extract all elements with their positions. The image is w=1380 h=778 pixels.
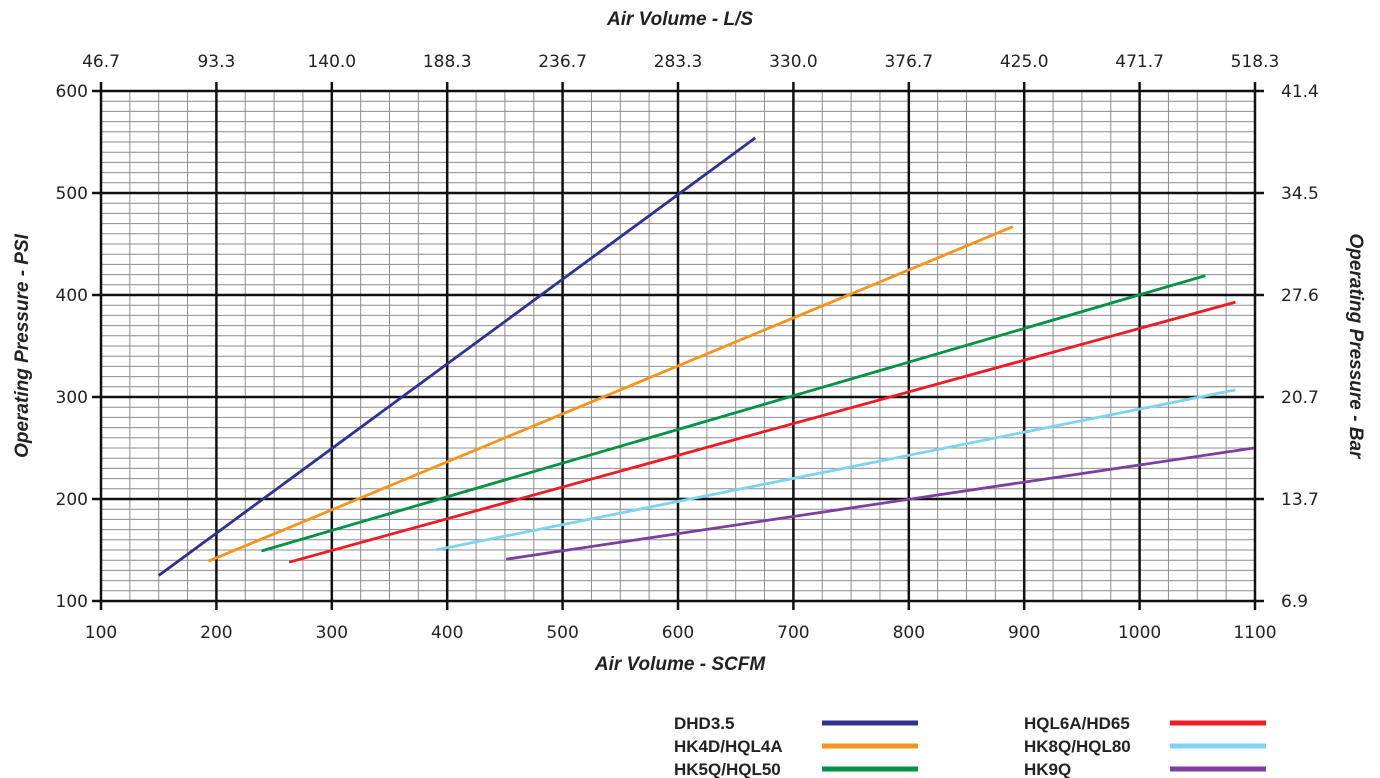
series-line-hk9q: [505, 446, 1255, 561]
x2-tick-label: 518.3: [1231, 52, 1280, 72]
legend: DHD3.5 HK4D/HQL4A HK5Q/HQL50 HQL6A/HD65 HK8Q…: [674, 714, 1266, 778]
x2-tick-label: 46.7: [82, 52, 120, 72]
x-tick-label: 300: [316, 623, 348, 643]
series-line-hk8q-hql80: [435, 388, 1236, 552]
legend-label-hql6a-hd65: HQL6A/HD65: [1024, 714, 1130, 733]
y-tick-label: 100: [56, 592, 88, 612]
x2-tick-label: 330.0: [769, 52, 818, 72]
y-axis-title: Operating Pressure - PSI: [12, 233, 33, 458]
y2-tick-label: 34.5: [1281, 184, 1319, 204]
y-tick-label: 300: [56, 388, 88, 408]
y-tick-label: 400: [56, 286, 88, 306]
legend-label-dhd3-5: DHD3.5: [674, 714, 734, 733]
x2-tick-label: 188.3: [423, 52, 472, 72]
tick-labels: 100 200 300 400 500 600 700 800 900 1000 1100 46.7 9…: [56, 52, 1319, 643]
x2-tick-label: 425.0: [1000, 52, 1049, 72]
x-tick-label: 200: [200, 623, 232, 643]
y2-tick-label: 41.4: [1281, 82, 1319, 102]
y-tick-label: 200: [56, 490, 88, 510]
legend-label-hk4d-hql4a: HK4D/HQL4A: [674, 737, 783, 756]
y2-tick-label: 27.6: [1281, 286, 1319, 306]
x-axis-title: Air Volume - SCFM: [594, 654, 766, 675]
x2-tick-label: 93.3: [197, 52, 235, 72]
x-tick-label: 500: [546, 623, 578, 643]
y2-tick-label: 20.7: [1281, 388, 1319, 408]
x-tick-label: 400: [431, 623, 463, 643]
series-line-hk5q-hql50: [261, 274, 1206, 553]
y-tick-label: 600: [56, 82, 88, 102]
series-line-hk4d-hql4a: [207, 225, 1014, 563]
legend-label-hk9q: HK9Q: [1024, 760, 1071, 778]
x-tick-label: 1000: [1118, 623, 1161, 643]
series-line-dhd3-5: [157, 136, 757, 577]
x-tick-label: 100: [85, 623, 117, 643]
y2-tick-label: 13.7: [1281, 490, 1319, 510]
x-tick-label: 600: [662, 623, 694, 643]
series-lines: [157, 136, 1255, 577]
x2-tick-label: 140.0: [307, 52, 356, 72]
x-tick-label: 700: [777, 623, 809, 643]
y-tick-label: 500: [56, 184, 88, 204]
x-tick-label: 900: [1008, 623, 1040, 643]
x2-axis-title: Air Volume - L/S: [606, 9, 753, 30]
x2-tick-label: 283.3: [654, 52, 703, 72]
series-line-hql6a-hd65: [288, 300, 1236, 564]
y2-tick-label: 6.9: [1281, 592, 1308, 612]
x2-tick-label: 376.7: [884, 52, 933, 72]
x2-tick-label: 236.7: [538, 52, 587, 72]
x2-tick-label: 471.7: [1115, 52, 1164, 72]
x-tick-label: 1100: [1233, 623, 1276, 643]
x-tick-label: 800: [893, 623, 925, 643]
major-grid: [92, 82, 1264, 610]
legend-label-hk8q-hql80: HK8Q/HQL80: [1024, 737, 1131, 756]
y2-axis-title: Operating Pressure - Bar: [1345, 234, 1366, 461]
legend-label-hk5q-hql50: HK5Q/HQL50: [674, 760, 781, 778]
